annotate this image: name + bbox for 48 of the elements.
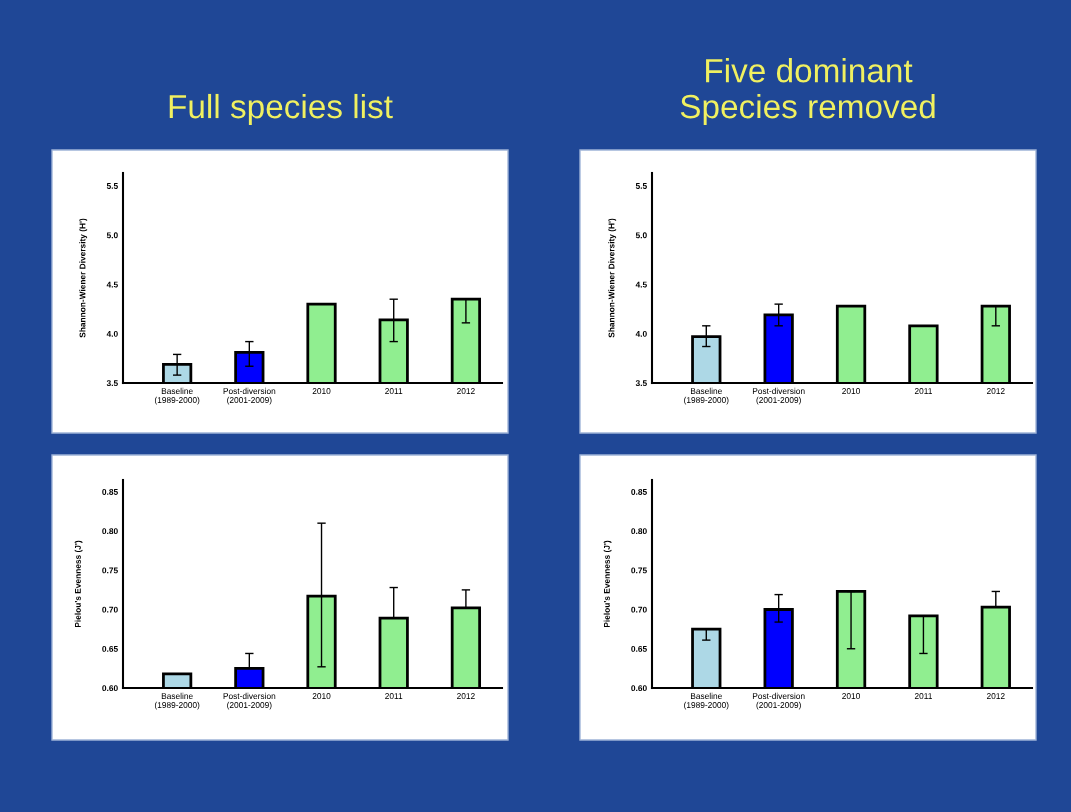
x-tick-label: 2010 xyxy=(312,693,331,699)
y-tick-label: 0.70 xyxy=(631,606,647,613)
y-tick-label: 0.65 xyxy=(631,645,647,652)
y-tick-label: 0.60 xyxy=(102,685,118,692)
x-tick-label: Baseline (1989-2000) xyxy=(154,692,200,710)
x-tick-label: 2010 xyxy=(842,388,860,394)
y-tick-label: 0.85 xyxy=(102,488,118,495)
x-tick-label: 2010 xyxy=(842,693,860,699)
x-tick-label: Baseline (1989-2000) xyxy=(684,692,729,710)
y-tick-label: 4.0 xyxy=(635,330,647,337)
x-tick-label: Post-diversion (2001-2009) xyxy=(223,387,276,405)
x-tick-label: 2012 xyxy=(986,693,1005,699)
x-tick-label: Baseline (1989-2000) xyxy=(154,387,200,405)
x-tick-label: Baseline (1989-2000) xyxy=(684,387,729,405)
y-tick-label: 4.0 xyxy=(106,330,118,337)
y-tick-label: 4.5 xyxy=(635,281,647,288)
y-tick-label: 5.5 xyxy=(635,183,647,189)
y-axis-title: Shannon-Wiener Diversity (H') xyxy=(79,218,88,338)
x-tick-label: Post-diversion (2001-2009) xyxy=(223,692,276,710)
chart-title: Full species list xyxy=(169,93,393,125)
x-tick-label: 2011 xyxy=(385,388,403,394)
x-tick-label: Post-diversion (2001-2009) xyxy=(752,387,805,405)
x-tick-label: 2012 xyxy=(986,388,1005,394)
x-tick-label: 2010 xyxy=(312,388,331,394)
y-tick-label: 0.85 xyxy=(631,488,647,495)
x-tick-label: Post-diversion (2001-2009) xyxy=(752,692,805,710)
y-tick-label: 4.5 xyxy=(106,281,118,288)
y-tick-label: 0.80 xyxy=(102,528,118,535)
y-tick-label: 0.75 xyxy=(102,567,118,574)
x-tick-label: 2011 xyxy=(914,388,932,394)
y-tick-label: 0.60 xyxy=(631,685,647,692)
y-axis-title: Shannon-Wiener Diversity (H') xyxy=(608,218,617,338)
x-tick-label: 2012 xyxy=(457,693,475,699)
y-tick-label: 0.70 xyxy=(102,606,118,613)
y-tick-label: 5.0 xyxy=(106,232,118,239)
y-tick-label: 0.75 xyxy=(631,567,647,574)
y-tick-label: 0.65 xyxy=(102,645,118,652)
y-tick-label: 5.5 xyxy=(106,183,118,189)
chart-title: Five dominant Species removed xyxy=(680,58,935,125)
x-tick-label: 2012 xyxy=(457,388,475,394)
y-axis-title: Pielou's Evenness (J') xyxy=(603,540,612,628)
y-tick-label: 3.5 xyxy=(106,380,118,387)
x-tick-label: 2011 xyxy=(914,693,932,699)
y-axis-title: Pielou's Evenness (J') xyxy=(74,540,83,628)
y-tick-label: 5.0 xyxy=(635,232,647,239)
y-tick-label: 3.5 xyxy=(635,380,647,387)
y-tick-label: 0.80 xyxy=(631,528,647,535)
x-tick-label: 2011 xyxy=(385,693,403,699)
